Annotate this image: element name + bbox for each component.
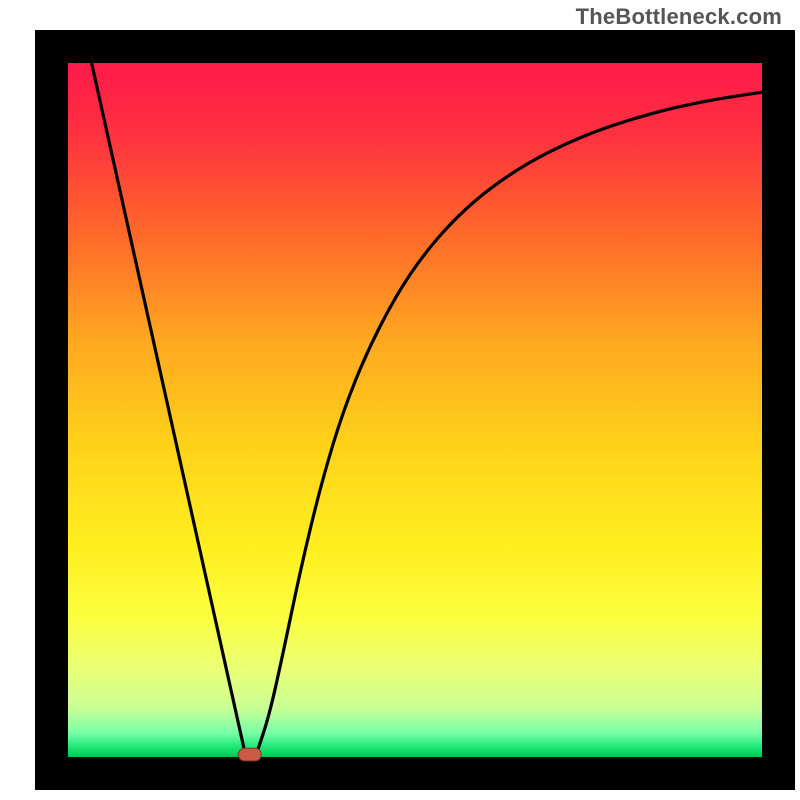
plot-background-gradient	[68, 63, 762, 757]
chart-frame: TheBottleneck.com	[0, 0, 800, 800]
attribution-text: TheBottleneck.com	[576, 4, 782, 30]
notch-marker	[238, 748, 261, 760]
plot-svg	[35, 30, 795, 790]
plot-container	[35, 30, 795, 790]
